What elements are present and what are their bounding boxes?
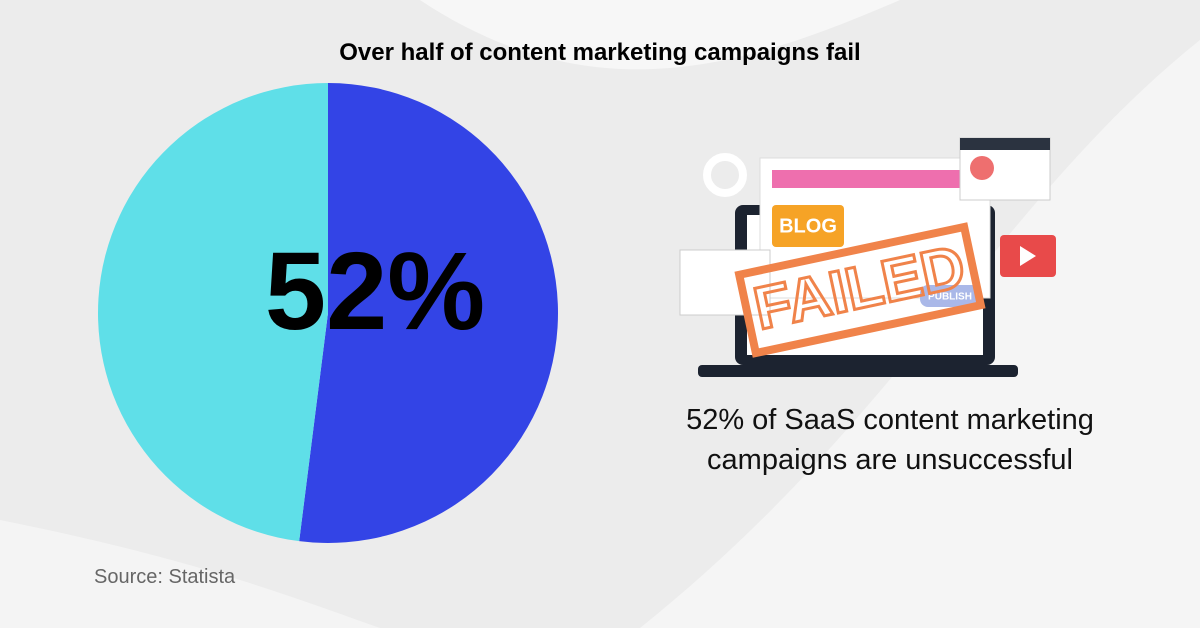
publish-button: [920, 285, 980, 307]
play: [1020, 246, 1036, 266]
bg-shape: [640, 40, 1200, 628]
value-label: 52%: [265, 230, 485, 353]
illustration: BLOG PUBLISH FAILED: [679, 137, 1056, 377]
bg-shape: [420, 0, 900, 70]
pie: [97, 83, 558, 543]
window-bar: [772, 170, 987, 188]
pie-slice: [299, 83, 558, 543]
window-bar: [960, 138, 1050, 150]
blog-tag: [772, 205, 844, 247]
pie-slice: [97, 83, 328, 542]
avatar: [970, 156, 994, 180]
gear: [703, 153, 747, 197]
blog-text: BLOG: [779, 215, 837, 237]
window: [679, 249, 771, 316]
source: Source: Statista: [94, 566, 236, 588]
publish-text: PUBLISH: [928, 292, 972, 303]
annotation: 52% of SaaS content marketing campaigns …: [686, 404, 1094, 476]
stamp: [734, 222, 986, 358]
chart-title: Over half of content marketing campaigns…: [339, 39, 860, 66]
bg-shape: [0, 520, 380, 628]
laptop-base: [698, 365, 1018, 377]
